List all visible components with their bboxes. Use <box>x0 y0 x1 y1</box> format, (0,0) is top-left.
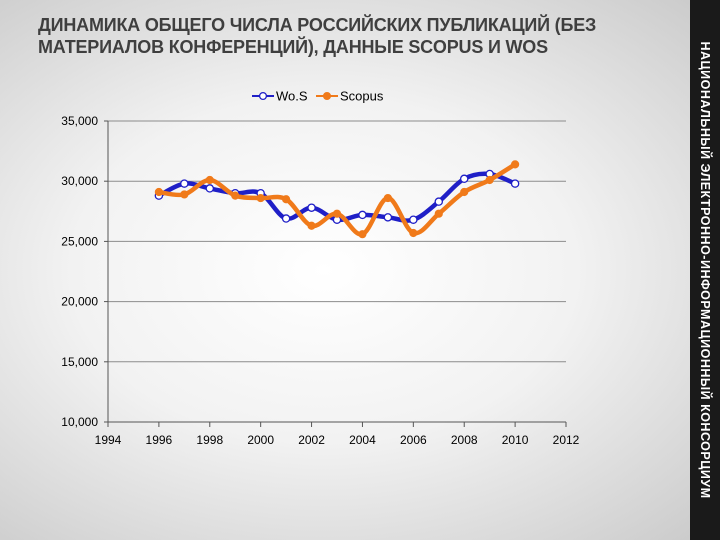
y-tick-label: 15,000 <box>61 355 98 369</box>
legend-label-scopus: Scopus <box>340 89 384 104</box>
data-point-scopus <box>460 187 469 197</box>
data-point-wo-s <box>180 179 189 188</box>
data-point-wo-s <box>510 179 520 188</box>
data-point-scopus <box>383 193 392 203</box>
data-point-wo-s <box>205 184 215 193</box>
side-band: НАЦИОНАЛЬНЫЙ ЭЛЕКТРОННО-ИНФОРМАЦИОННЫЙ К… <box>690 0 720 540</box>
title-line-1: ДИНАМИКА ОБЩЕГО ЧИСЛА РОССИЙСКИХ ПУБЛИКА… <box>38 15 597 35</box>
data-point-wo-s <box>383 213 393 222</box>
series-lines <box>154 160 520 239</box>
legend-marker-wo-s <box>258 91 268 101</box>
x-tick-label: 1996 <box>146 433 173 447</box>
data-point-scopus <box>434 209 443 218</box>
data-point-scopus <box>307 221 316 230</box>
y-tick-label: 25,000 <box>61 234 98 248</box>
x-tick-label: 2000 <box>247 433 274 447</box>
data-point-scopus <box>485 175 494 185</box>
x-tick-label: 2008 <box>451 433 478 447</box>
data-point-wo-s <box>307 203 316 212</box>
data-point-scopus <box>205 175 214 185</box>
data-point-scopus <box>256 193 265 203</box>
x-tick-label: 2010 <box>502 433 529 447</box>
legend: Wo.S Scopus <box>252 89 384 104</box>
x-tick-label: 1994 <box>95 433 122 447</box>
legend-label-wo-s: Wo.S <box>276 89 308 104</box>
title-line-2: МАТЕРИАЛОВ КОНФЕРЕНЦИЙ), ДАННЫЕ SCOPUS И… <box>38 37 548 57</box>
x-tick-label: 2004 <box>349 433 376 447</box>
y-tick-label: 30,000 <box>61 174 98 188</box>
x-tick-label: 2012 <box>553 433 580 447</box>
legend-marker-scopus <box>322 91 332 101</box>
data-point-wo-s <box>358 210 367 220</box>
x-tick-label: 2002 <box>298 433 325 447</box>
data-point-scopus <box>358 230 367 239</box>
grid-lines <box>108 120 566 363</box>
data-point-scopus <box>511 160 520 169</box>
y-tick-label: 35,000 <box>61 114 98 128</box>
data-point-scopus <box>282 195 291 204</box>
x-tick-label: 2006 <box>400 433 427 447</box>
data-point-scopus <box>231 191 240 200</box>
axes: 10,000 15,000 20,000 25,000 30,000 35,000 1994… <box>61 114 579 447</box>
chart-title: ДИНАМИКА ОБЩЕГО ЧИСЛА РОССИЙСКИХ ПУБЛИКА… <box>38 14 638 58</box>
data-point-scopus <box>154 187 163 197</box>
side-label: НАЦИОНАЛЬНЫЙ ЭЛЕКТРОННО-ИНФОРМАЦИОННЫЙ К… <box>698 41 712 499</box>
x-tick-label: 1998 <box>196 433 223 447</box>
data-point-scopus <box>180 190 189 199</box>
data-point-wo-s <box>459 174 469 184</box>
y-tick-label: 20,000 <box>61 295 98 309</box>
y-tick-label: 10,000 <box>61 415 98 429</box>
data-point-wo-s <box>281 214 291 223</box>
data-point-wo-s <box>434 197 444 206</box>
line-chart: 10,000 15,000 20,000 25,000 30,000 35,000 1994… <box>61 89 579 448</box>
data-point-scopus <box>409 228 418 238</box>
data-point-wo-s <box>409 215 418 224</box>
data-point-scopus <box>332 209 342 218</box>
